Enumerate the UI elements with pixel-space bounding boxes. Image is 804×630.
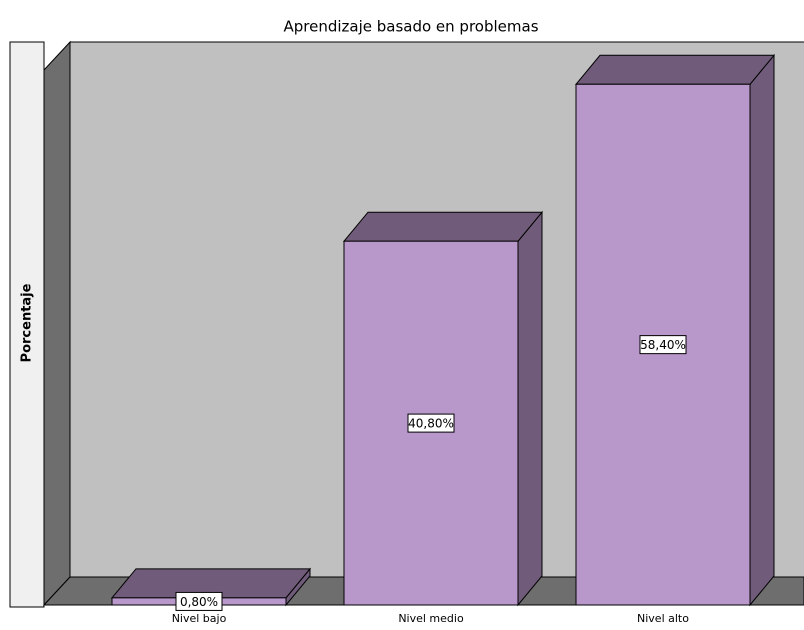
bar-top xyxy=(574,54,776,85)
value-label-box xyxy=(407,413,455,433)
bar-top xyxy=(342,211,544,242)
x-tick-label: Nivel medio xyxy=(398,612,464,625)
axis-panel xyxy=(9,41,45,608)
x-tick-label: Nivel bajo xyxy=(172,612,227,625)
value-label-box xyxy=(175,591,223,611)
value-label-box xyxy=(639,335,687,355)
left-wall xyxy=(43,40,71,607)
value-label: 58,40% xyxy=(640,338,686,352)
bar-side xyxy=(517,210,543,607)
x-tick-label: Nivel alto xyxy=(637,612,689,625)
y-axis-label: Porcentaje xyxy=(20,283,35,362)
chart-title: Aprendizaje basado en problemas xyxy=(283,18,538,36)
value-label: 40,80% xyxy=(408,417,454,431)
value-label: 0,80% xyxy=(180,595,218,609)
bar-side xyxy=(749,53,775,607)
